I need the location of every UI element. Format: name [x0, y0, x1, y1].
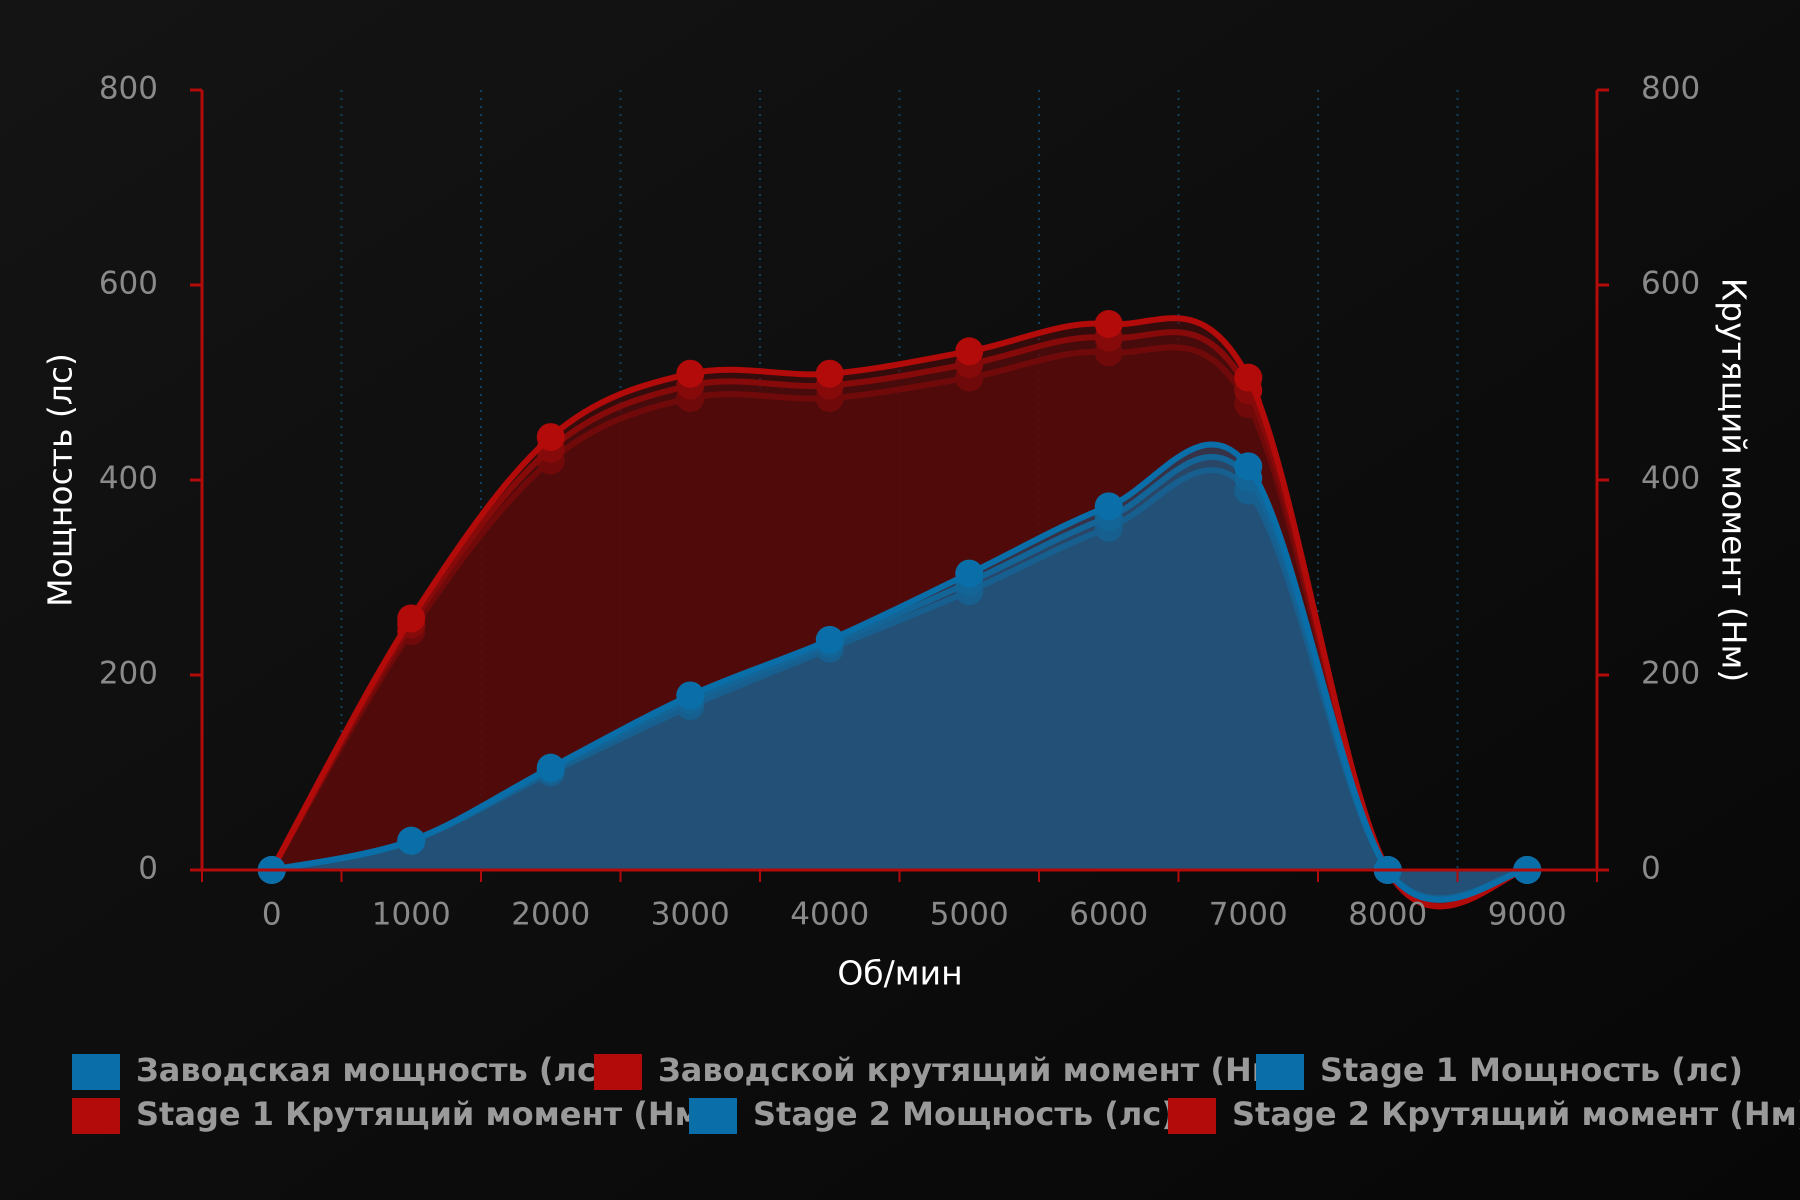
legend-label: Stage 2 Крутящий момент (Нм) — [1232, 1095, 1800, 1133]
data-point — [397, 826, 426, 855]
y-tick-label: 400 — [99, 461, 158, 497]
legend-label: Stage 1 Мощность (лс) — [1320, 1051, 1743, 1089]
data-point — [955, 337, 984, 366]
data-point — [955, 559, 984, 588]
y2-axis-title: Крутящий момент (Нм) — [1715, 278, 1754, 682]
x-tick-label: 7000 — [1209, 897, 1288, 933]
legend-swatch — [1256, 1054, 1304, 1090]
data-point — [815, 625, 844, 654]
series-line — [269, 315, 1528, 910]
x-tick-label: 1000 — [372, 897, 451, 933]
x-tick-label: 3000 — [651, 897, 730, 933]
data-point — [536, 753, 565, 782]
y-axis-title: Мощность (лс) — [41, 353, 80, 607]
data-point — [1234, 452, 1263, 481]
legend-label: Заводской крутящий момент (Нм) — [658, 1051, 1293, 1089]
legend-label: Stage 2 Мощность (лс) — [753, 1095, 1176, 1133]
legend-label: Stage 1 Крутящий момент (Нм) — [136, 1095, 715, 1133]
y-tick-label: 600 — [99, 266, 158, 302]
y-tick-label: 200 — [99, 656, 158, 692]
y-tick-label: 800 — [99, 71, 158, 107]
axes: 0 1000 2000 3000 4000 5000 6000 7000 8000 9000020… — [99, 71, 1700, 933]
y2-tick-label: 0 — [1641, 851, 1661, 887]
data-point — [536, 423, 565, 452]
y2-tick-label: 600 — [1641, 266, 1700, 302]
data-point — [1094, 492, 1123, 521]
x-tick-label: 0 — [262, 897, 282, 933]
data-point — [1094, 310, 1123, 338]
data-point — [815, 359, 844, 388]
series-area — [271, 444, 1528, 900]
x-tick-label: 9000 — [1488, 897, 1567, 933]
x-axis-title: Об/мин — [837, 954, 962, 993]
x-tick-label: 8000 — [1348, 897, 1427, 933]
y2-tick-label: 400 — [1641, 461, 1700, 497]
data-point — [676, 359, 705, 388]
plot — [257, 310, 1542, 910]
legend-swatch — [72, 1054, 120, 1090]
x-tick-label: 2000 — [511, 897, 590, 933]
x-tick-label: 5000 — [930, 897, 1009, 933]
x-tick-label: 6000 — [1069, 897, 1148, 933]
y-tick-label: 0 — [138, 851, 158, 887]
legend: Заводская мощность (лс) Заводской крутящи… — [72, 1051, 1800, 1134]
y2-tick-label: 200 — [1641, 656, 1700, 692]
legend-swatch — [594, 1054, 642, 1090]
x-tick-label: 4000 — [790, 897, 869, 933]
legend-swatch — [72, 1098, 120, 1134]
y2-tick-label: 800 — [1641, 71, 1700, 107]
data-point — [1234, 363, 1263, 392]
data-point — [397, 604, 426, 633]
legend-label: Заводская мощность (лс) — [136, 1051, 611, 1089]
data-point — [676, 681, 705, 710]
legend-swatch — [689, 1098, 737, 1134]
legend-swatch — [1168, 1098, 1216, 1134]
